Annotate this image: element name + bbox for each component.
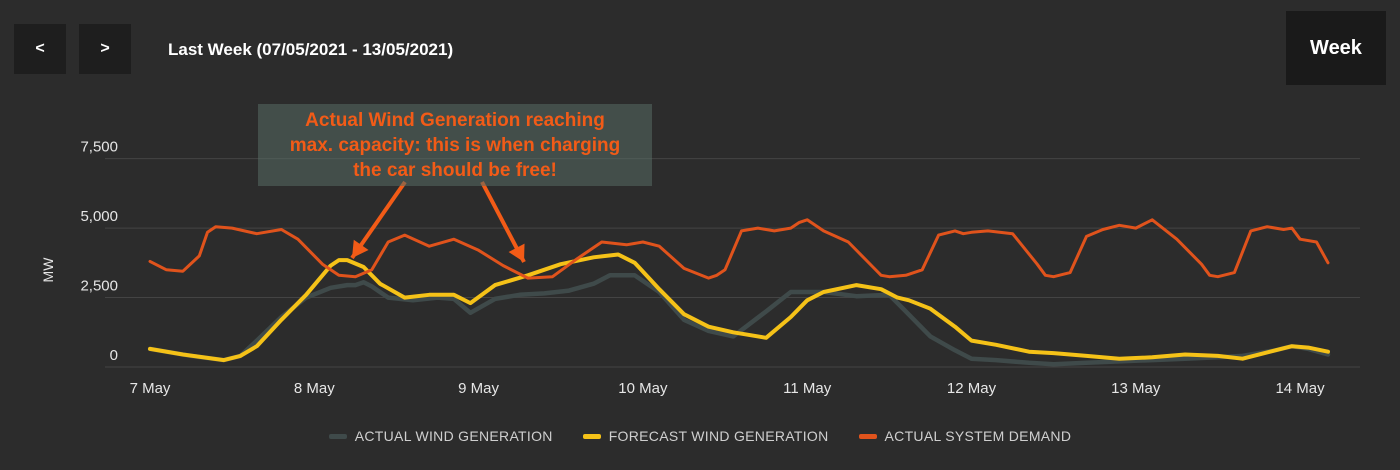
week-view-button[interactable]: Week: [1286, 11, 1386, 85]
legend-label-forecast-wind: FORECAST WIND GENERATION: [608, 428, 829, 444]
legend-item-system-demand[interactable]: ACTUAL SYSTEM DEMAND: [858, 428, 1072, 444]
y-tick-label: 7,500: [80, 139, 118, 156]
legend-label-system-demand: ACTUAL SYSTEM DEMAND: [884, 428, 1072, 444]
x-tick-label: 7 May: [130, 380, 171, 397]
legend-item-forecast-wind[interactable]: FORECAST WIND GENERATION: [582, 428, 829, 444]
y-tick-label: 0: [110, 347, 118, 364]
legend-swatch-actual-wind: [328, 433, 347, 439]
x-tick-label: 10 May: [618, 380, 668, 397]
chart-legend: ACTUAL WIND GENERATION FORECAST WIND GEN…: [0, 428, 1400, 444]
legend-label-actual-wind: ACTUAL WIND GENERATION: [354, 428, 553, 444]
series-line-forecast-wind: [148, 252, 1330, 363]
annotation-arrow-left-head: [352, 239, 369, 258]
x-tick-label: 8 May: [294, 380, 335, 397]
x-tick-label: 11 May: [783, 380, 832, 397]
y-axis-label: MW: [40, 257, 56, 283]
legend-item-actual-wind[interactable]: ACTUAL WIND GENERATION: [328, 428, 553, 444]
previous-week-button[interactable]: <: [14, 24, 66, 74]
series-line-actual-wind: [147, 273, 1331, 367]
series-line-system-demand: [148, 218, 1330, 280]
annotation-box: Actual Wind Generation reaching max. cap…: [258, 104, 652, 186]
y-tick-label: 5,000: [80, 208, 118, 225]
date-range-title: Last Week (07/05/2021 - 13/05/2021): [168, 40, 454, 59]
x-tick-label: 12 May: [947, 380, 997, 397]
legend-swatch-system-demand: [858, 433, 877, 439]
x-tick-label: 13 May: [1111, 380, 1161, 397]
y-tick-label: 2,500: [80, 278, 118, 295]
x-tick-label: 9 May: [458, 380, 499, 397]
annotation-arrow-right-head: [508, 243, 525, 262]
next-week-button[interactable]: >: [79, 24, 131, 74]
x-tick-label: 14 May: [1275, 380, 1325, 397]
legend-swatch-forecast-wind: [582, 433, 601, 439]
